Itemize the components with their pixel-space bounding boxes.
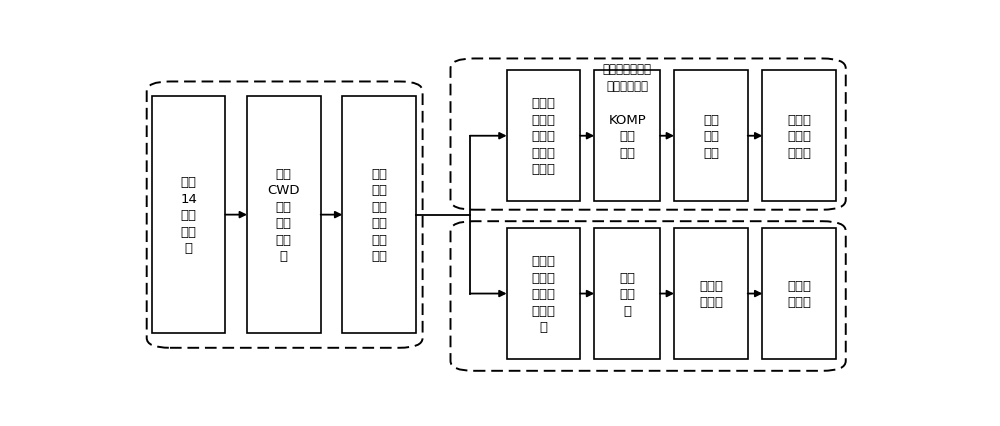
- Bar: [247, 97, 321, 333]
- Text: 核字
典学
习: 核字 典学 习: [619, 271, 635, 317]
- Text: 稀疏
系数
矩阵: 稀疏 系数 矩阵: [703, 113, 719, 159]
- Text: 时频
变换
预处
理、
数据
压缩: 时频 变换 预处 理、 数据 压缩: [371, 167, 387, 263]
- Text: KOMP
稀疏
编码: KOMP 稀疏 编码: [608, 113, 646, 159]
- Text: 字典系
数矩阵: 字典系 数矩阵: [699, 279, 723, 308]
- Text: 常用
14
种雷
达信
号: 常用 14 种雷 达信 号: [180, 176, 197, 255]
- Bar: [594, 71, 660, 202]
- Bar: [674, 228, 748, 360]
- Bar: [507, 228, 580, 360]
- Bar: [762, 228, 836, 360]
- Bar: [152, 97, 225, 333]
- Bar: [674, 71, 748, 202]
- Text: 预处理
后的雷
达单信
号训练
集: 预处理 后的雷 达单信 号训练 集: [532, 254, 556, 333]
- Text: 基于
CWD
分布
的时
频变
换: 基于 CWD 分布 的时 频变 换: [268, 167, 300, 263]
- Bar: [342, 97, 416, 333]
- Bar: [594, 228, 660, 360]
- Bar: [507, 71, 580, 202]
- Text: 预处理
后的多
分量雷
达信号
训练集: 预处理 后的多 分量雷 达信号 训练集: [532, 97, 556, 176]
- Text: 基于结构化核字
典的稀疏编码: 基于结构化核字 典的稀疏编码: [603, 63, 652, 92]
- Bar: [762, 71, 836, 202]
- Text: 支持向
量机分
类识别: 支持向 量机分 类识别: [787, 113, 811, 159]
- Text: 结构化
核字典: 结构化 核字典: [787, 279, 811, 308]
